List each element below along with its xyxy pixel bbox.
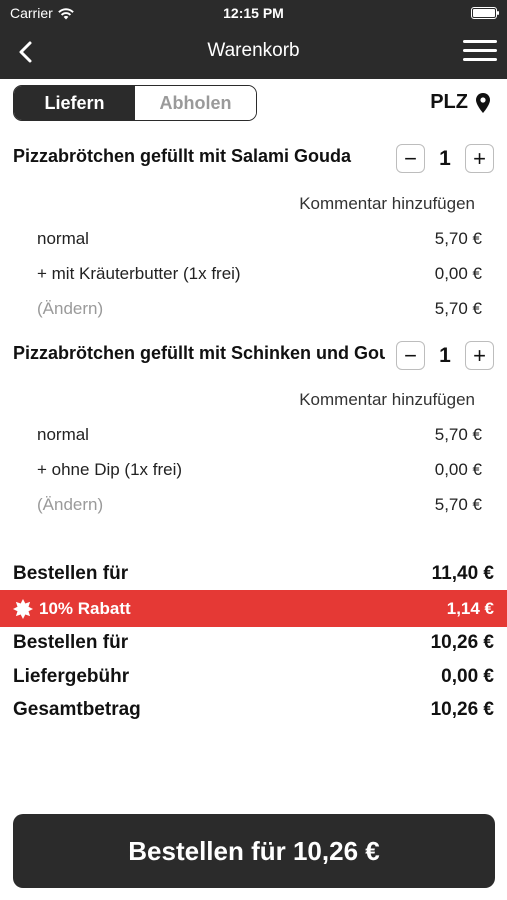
tab-deliver[interactable]: Liefern <box>14 86 135 120</box>
navigation-bar: Warenkorb <box>0 30 507 74</box>
cart-item-title: Pizzabrötchen gefüllt mit Salami Gouda <box>13 146 352 166</box>
item-line-price: 0,00 € <box>434 264 482 283</box>
carrier-label: Carrier <box>10 5 53 21</box>
back-chevron-icon[interactable] <box>14 40 38 64</box>
total-value: 10,26 € <box>430 699 494 720</box>
item-line-price: 5,70 € <box>434 299 482 318</box>
quantity-stepper: − 1 + <box>396 144 494 173</box>
top-bar: Carrier 12:15 PM Warenkorb <box>0 0 507 79</box>
subtotal-label: Bestellen für <box>13 563 129 584</box>
delivery-fee-value: 0,00 € <box>441 666 494 687</box>
discount-label: 10% Rabatt <box>39 598 131 618</box>
item-line-label: + ohne Dip (1x frei) <box>37 460 183 479</box>
status-time: 12:15 PM <box>223 5 284 21</box>
status-bar: Carrier 12:15 PM <box>0 0 507 26</box>
discount-row: 10% Rabatt 1,14 € <box>0 590 507 627</box>
item-line-price: 5,70 € <box>434 425 482 444</box>
discount-label-group: 10% Rabatt <box>13 598 131 619</box>
item-line-label: + mit Kräuterbutter (1x frei) <box>37 264 241 283</box>
delivery-fee-label: Liefergebühr <box>13 666 130 687</box>
place-order-button[interactable]: Bestellen für 10,26 € <box>13 814 495 888</box>
postcode-label: PLZ <box>430 91 468 113</box>
edit-item-link[interactable]: (Ändern) <box>37 495 104 514</box>
quantity-value: 1 <box>439 146 451 170</box>
hamburger-menu-icon[interactable] <box>463 40 497 64</box>
postcode-selector[interactable]: PLZ <box>430 91 490 114</box>
discount-badge-icon <box>13 598 33 619</box>
item-line-price: 5,70 € <box>434 229 482 248</box>
item-line: + ohne Dip (1x frei) 0,00 € <box>37 460 482 480</box>
decrease-quantity-button[interactable]: − <box>396 341 425 370</box>
item-line-label: normal <box>37 229 89 248</box>
battery-icon <box>471 7 499 19</box>
item-line: (Ändern) 5,70 € <box>37 299 482 319</box>
quantity-value: 1 <box>439 343 451 367</box>
discounted-subtotal-value: 10,26 € <box>430 632 494 653</box>
cart-item-title: Pizzabrötchen gefüllt mit Schinken und G… <box>13 343 385 363</box>
discounted-subtotal-row: Bestellen für 10,26 € <box>13 632 494 654</box>
total-row: Gesamtbetrag 10,26 € <box>13 699 494 721</box>
item-line: normal 5,70 € <box>37 229 482 249</box>
delivery-fee-row: Liefergebühr 0,00 € <box>13 666 494 688</box>
add-comment-link[interactable]: Kommentar hinzufügen <box>299 390 475 409</box>
wifi-icon <box>57 7 74 19</box>
decrease-quantity-button[interactable]: − <box>396 144 425 173</box>
increase-quantity-button[interactable]: + <box>465 341 494 370</box>
delivery-mode-toggle: Liefern Abholen <box>13 85 257 121</box>
item-line-price: 5,70 € <box>434 495 482 514</box>
discount-value: 1,14 € <box>446 598 494 618</box>
item-line: + mit Kräuterbutter (1x frei) 0,00 € <box>37 264 482 284</box>
total-label: Gesamtbetrag <box>13 699 141 720</box>
increase-quantity-button[interactable]: + <box>465 144 494 173</box>
item-line-price: 0,00 € <box>434 460 482 479</box>
page-title: Warenkorb <box>207 40 300 61</box>
item-line-label: normal <box>37 425 89 444</box>
location-pin-icon <box>476 92 490 113</box>
add-comment-link[interactable]: Kommentar hinzufügen <box>299 194 475 213</box>
tab-pickup[interactable]: Abholen <box>135 86 256 120</box>
quantity-stepper: − 1 + <box>396 341 494 370</box>
item-line: (Ändern) 5,70 € <box>37 495 482 515</box>
subtotal-value: 11,40 € <box>431 563 494 584</box>
edit-item-link[interactable]: (Ändern) <box>37 299 104 318</box>
discounted-subtotal-label: Bestellen für <box>13 632 129 653</box>
carrier-info: Carrier <box>10 5 75 21</box>
subtotal-row: Bestellen für 11,40 € <box>13 563 494 585</box>
item-line: normal 5,70 € <box>37 425 482 445</box>
